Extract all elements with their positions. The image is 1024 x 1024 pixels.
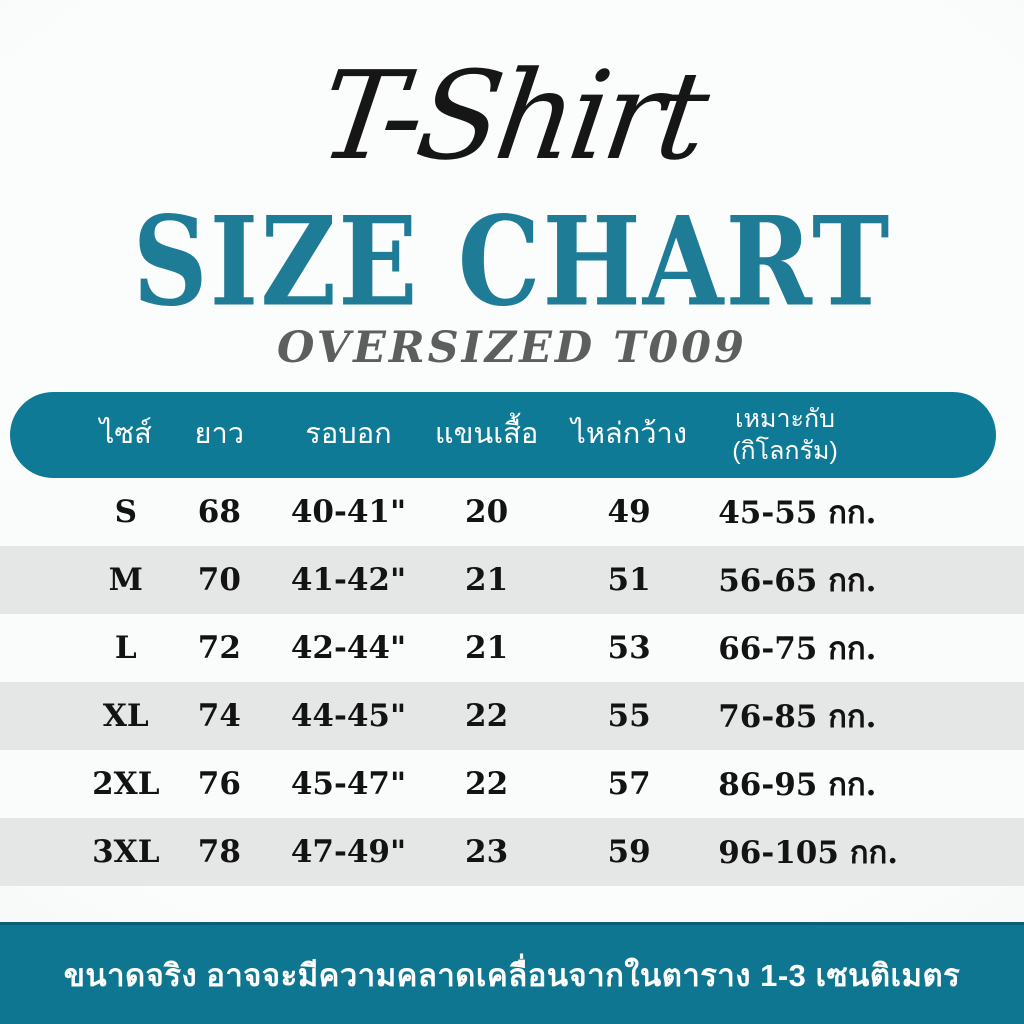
cell-size: S: [114, 494, 137, 530]
cell-shoulder: 51: [607, 562, 651, 598]
table-row: 3XL 78 47-49" 23 59 96-105 กก.: [0, 818, 1024, 886]
tolerance-note: ขนาดจริง อาจจะมีความคลาดเคลื่อนจากในตารา…: [63, 957, 961, 993]
cell-weight: 66-75 กก.: [718, 631, 877, 667]
cell-sleeve: 21: [465, 562, 509, 598]
cell-chest: 41-42": [290, 562, 407, 598]
table-header-pill: [10, 392, 996, 478]
cell-length: 78: [197, 834, 241, 870]
cell-shoulder: 49: [607, 494, 651, 530]
header-cell-weight: เหมาะกับ (กิโลกรัม): [718, 403, 852, 468]
cell-weight: 45-55 กก.: [718, 495, 877, 531]
cell-chest: 44-45": [290, 698, 407, 734]
cell-size: 2XL: [92, 766, 160, 802]
header-cell-chest: รอบอก: [305, 418, 392, 451]
size-table-body: S 68 40-41" 20 49 45-55 กก. M 70 41-42" …: [0, 478, 1024, 886]
cell-chest: 45-47": [290, 766, 407, 802]
table-row: XL 74 44-45" 22 55 76-85 กก.: [0, 682, 1024, 750]
footer-bar: ขนาดจริง อาจจะมีความคลาดเคลื่อนจากในตารา…: [0, 922, 1024, 1024]
cell-size: M: [108, 562, 143, 598]
cell-sleeve: 22: [465, 766, 509, 802]
cell-size: XL: [102, 698, 149, 734]
table-header: ไซส์ ยาว รอบอก แขนเสื้อ ไหล่กว้าง เหมาะก…: [0, 392, 1024, 478]
cell-sleeve: 22: [465, 698, 509, 734]
cell-chest: 40-41": [290, 494, 407, 530]
cell-shoulder: 55: [607, 698, 651, 734]
page-title: SIZE CHART: [132, 188, 892, 334]
cell-size: 3XL: [92, 834, 160, 870]
subtitle: OVERSIZED T009: [277, 323, 747, 373]
cell-sleeve: 23: [465, 834, 509, 870]
table-row: S 68 40-41" 20 49 45-55 กก.: [0, 478, 1024, 546]
header-cell-size: ไซส์: [99, 418, 152, 451]
table-row: L 72 42-44" 21 53 66-75 กก.: [0, 614, 1024, 682]
cell-weight: 96-105 กก.: [718, 835, 899, 871]
table-row: 2XL 76 45-47" 22 57 86-95 กก.: [0, 750, 1024, 818]
cell-length: 68: [197, 494, 241, 530]
cell-shoulder: 59: [607, 834, 651, 870]
cell-chest: 47-49": [290, 834, 407, 870]
header-cell-weight-label: เหมาะกับ: [735, 404, 835, 433]
header-cell-length: ยาว: [194, 418, 245, 451]
script-title: T-Shirt: [311, 45, 713, 187]
cell-length: 74: [197, 698, 241, 734]
cell-shoulder: 57: [607, 766, 651, 802]
cell-size: L: [114, 630, 137, 666]
cell-length: 72: [197, 630, 241, 666]
header-cell-weight-sublabel: (กิโลกรัม): [732, 437, 838, 465]
cell-sleeve: 21: [465, 630, 509, 666]
table-row: M 70 41-42" 21 51 56-65 กก.: [0, 546, 1024, 614]
cell-weight: 86-95 กก.: [718, 767, 877, 803]
header-cell-shoulder: ไหล่กว้าง: [571, 418, 687, 451]
cell-weight: 76-85 กก.: [718, 699, 877, 735]
cell-weight: 56-65 กก.: [718, 563, 877, 599]
header-cell-sleeve: แขนเสื้อ: [434, 418, 539, 451]
cell-chest: 42-44": [290, 630, 407, 666]
cell-shoulder: 53: [607, 630, 651, 666]
cell-length: 70: [197, 562, 241, 598]
cell-sleeve: 20: [465, 494, 509, 530]
cell-length: 76: [197, 766, 241, 802]
